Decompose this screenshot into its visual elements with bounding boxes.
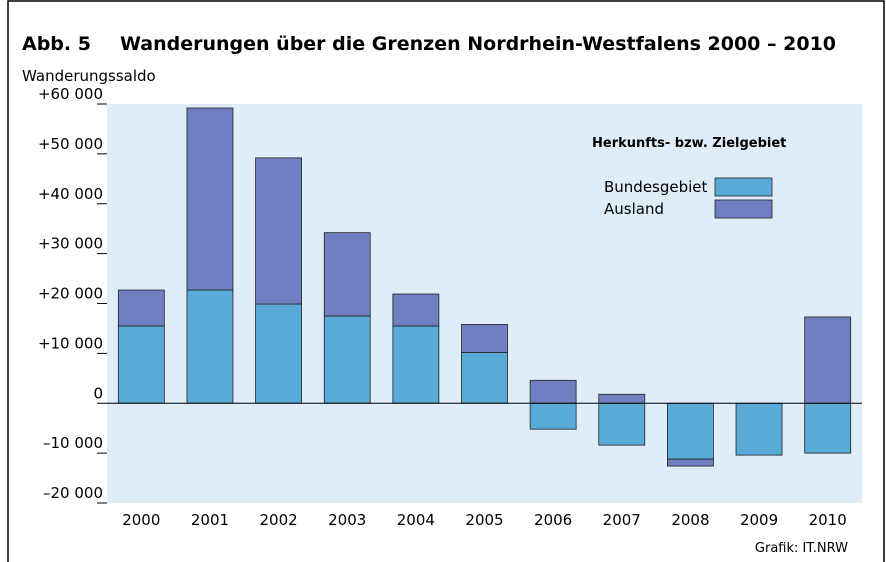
bar <box>255 157 302 305</box>
bar <box>461 324 508 353</box>
legend-label: Bundesgebiet <box>604 178 708 196</box>
bar <box>323 232 371 317</box>
y-tick-label: +60 000 <box>38 85 103 103</box>
x-tick-label: 2005 <box>465 511 503 529</box>
legend-title: Herkunfts- bzw. Zielgebiet <box>592 136 786 151</box>
y-tick-label: +50 000 <box>38 135 103 153</box>
x-tick-label: 2009 <box>740 511 778 529</box>
figure-label: Abb. 5 <box>22 33 91 55</box>
y-tick-label: +10 000 <box>38 334 103 352</box>
x-tick-label: 2003 <box>328 511 366 529</box>
bar <box>392 293 440 327</box>
frame <box>7 0 885 562</box>
bar <box>667 402 714 460</box>
bar <box>598 393 646 404</box>
x-tick-label: 2006 <box>534 511 572 529</box>
x-tick-label: 2007 <box>603 511 641 529</box>
bar <box>117 325 165 404</box>
legend-label: Ausland <box>604 200 664 218</box>
bar <box>461 351 508 404</box>
y-tick-label: +20 000 <box>38 285 103 303</box>
bar <box>392 325 440 404</box>
y-tick-label: +40 000 <box>38 185 103 203</box>
bar <box>255 303 302 404</box>
x-tick-label: 2004 <box>397 511 435 529</box>
x-tick-label: 2000 <box>122 511 160 529</box>
source: Grafik: IT.NRW <box>755 541 848 556</box>
legend-swatch <box>714 199 773 219</box>
bar <box>117 289 165 327</box>
x-tick-label: 2008 <box>671 511 709 529</box>
legend-swatch <box>714 177 773 197</box>
chart-title: Wanderungen über die Grenzen Nordrhein-W… <box>120 33 836 55</box>
bar <box>529 379 577 404</box>
y-tick-label: 0 <box>93 384 103 402</box>
y-tick-label: +30 000 <box>38 235 103 253</box>
bar <box>667 458 714 467</box>
bar <box>529 402 577 430</box>
bar <box>323 315 371 404</box>
bar <box>804 316 852 404</box>
y-tick-label: –10 000 <box>43 434 103 452</box>
y-tick-label: –20 000 <box>43 484 103 502</box>
x-tick-label: 2001 <box>191 511 229 529</box>
bar <box>804 402 852 454</box>
x-tick-label: 2002 <box>259 511 297 529</box>
x-tick-label: 2010 <box>809 511 847 529</box>
y-axis-label: Wanderungssaldo <box>22 67 156 85</box>
bar <box>186 289 234 404</box>
bar <box>598 402 646 446</box>
bar <box>186 107 234 291</box>
bar <box>735 402 783 456</box>
